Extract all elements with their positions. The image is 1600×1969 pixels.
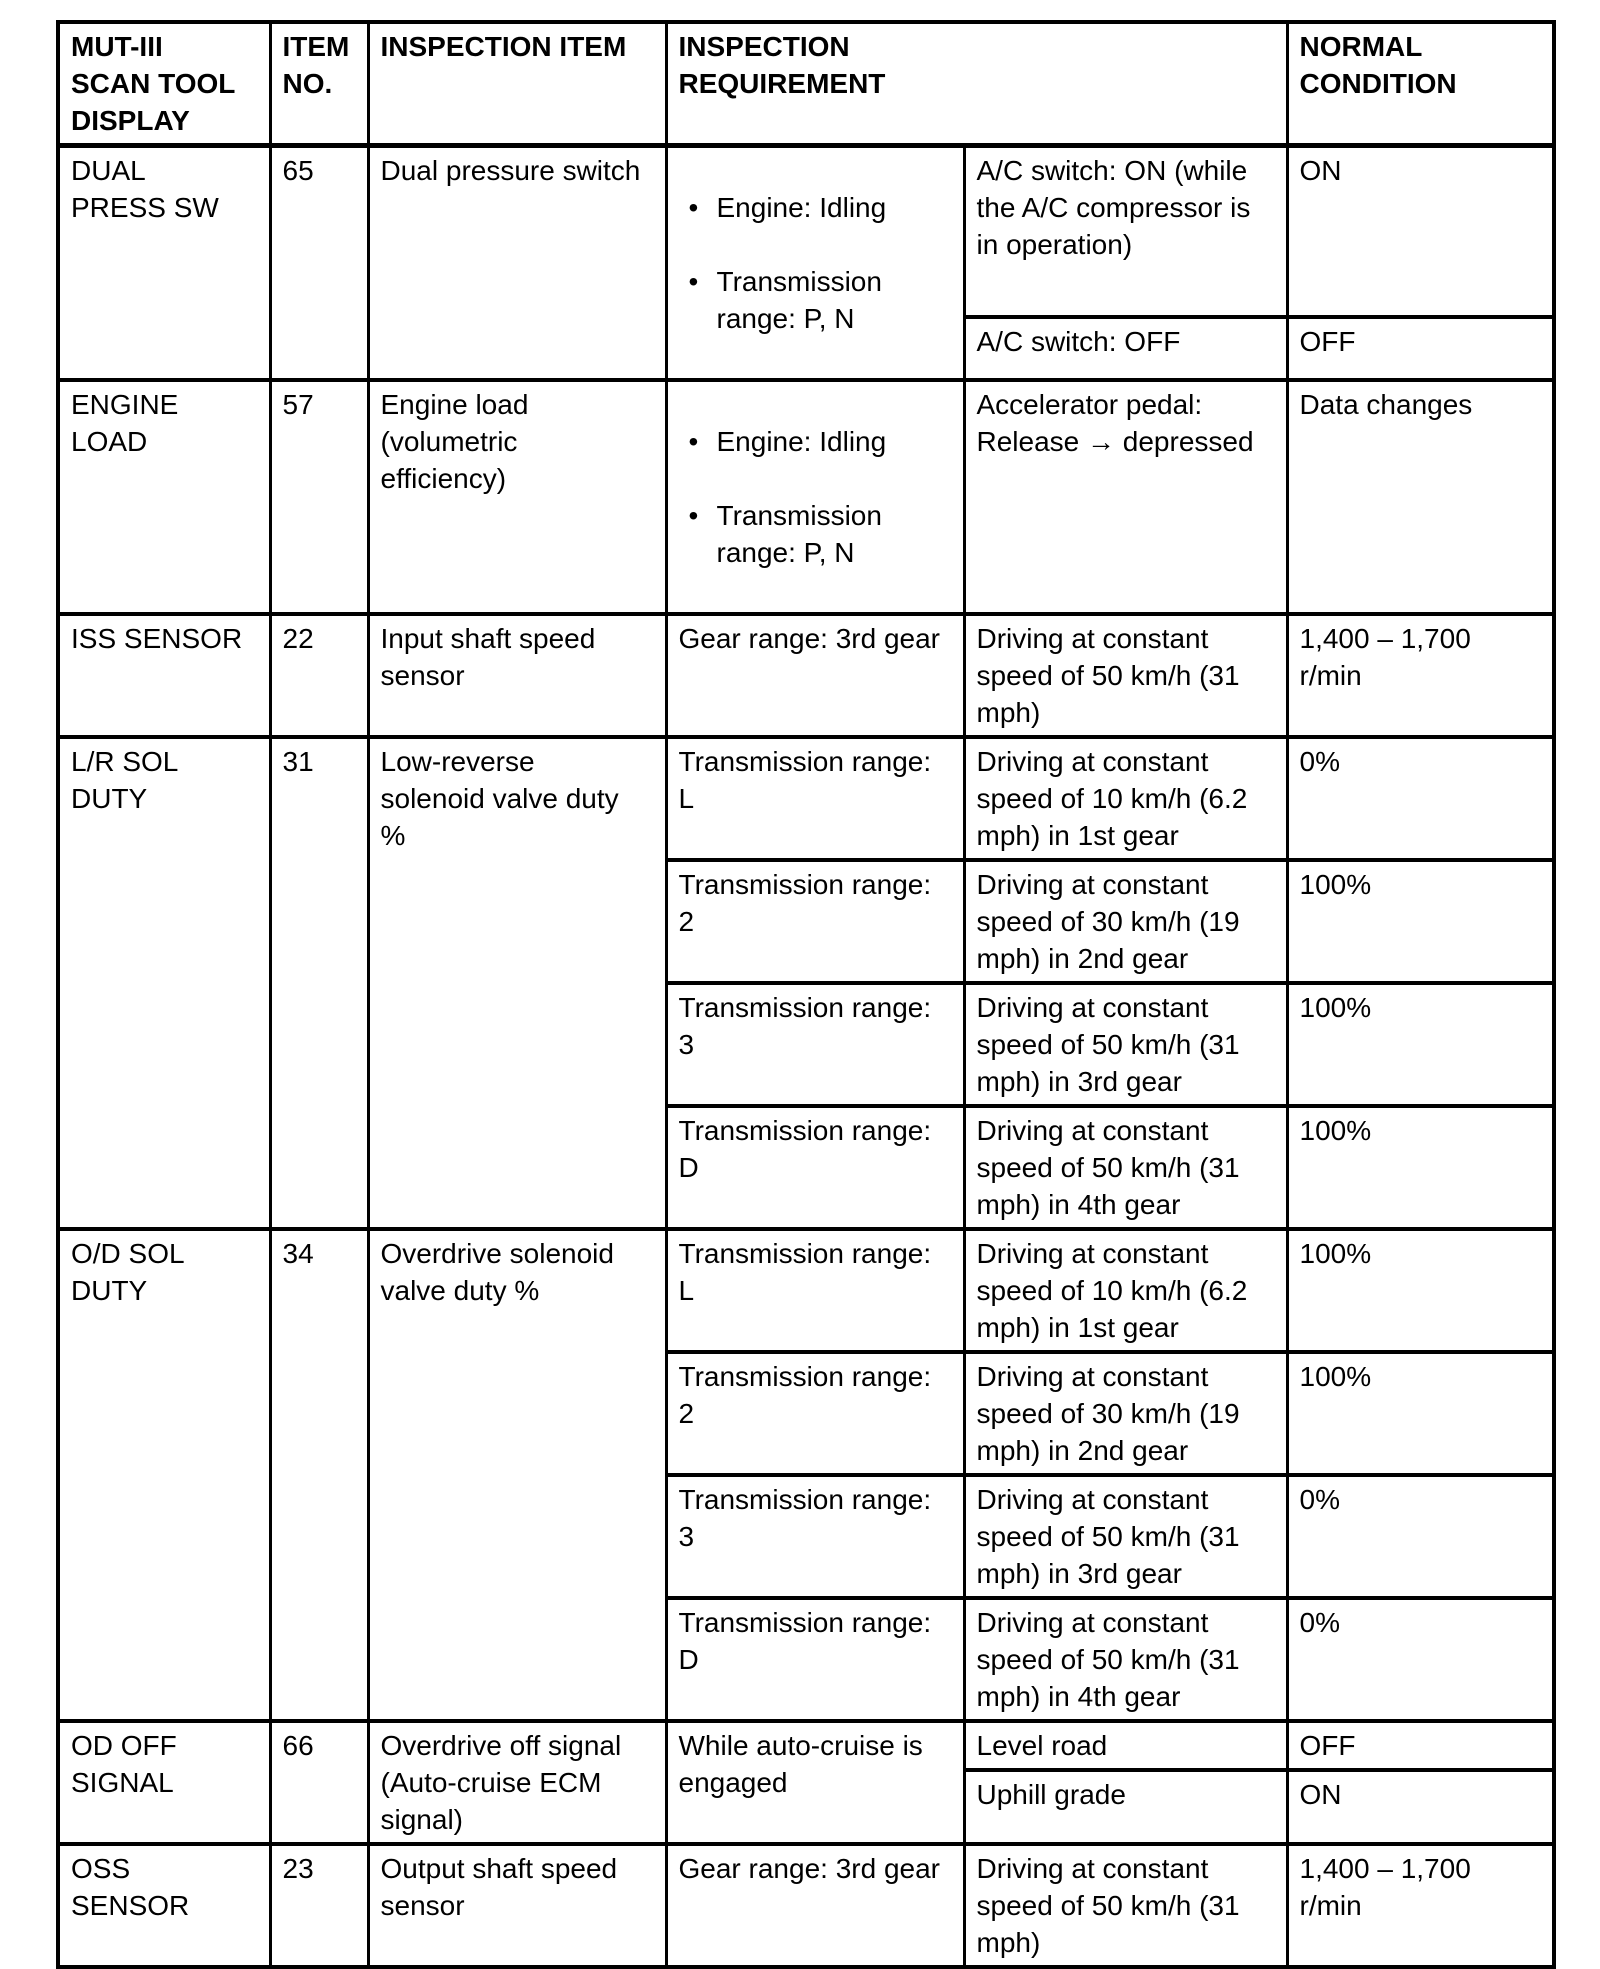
cell-transmission-range: Transmission range: L <box>664 735 966 862</box>
cell-requirement-condition: A/C switch: ON (while the A/C compressor… <box>962 143 1289 319</box>
cell-transmission-range: Transmission range: L <box>664 1227 966 1354</box>
column-header-normal-condition: NORMAL CONDITION <box>1285 20 1556 148</box>
cell-scan-tool-display: ENGINE LOAD <box>56 378 272 616</box>
table-row: OD OFF SIGNAL 66 Overdrive off signal (A… <box>56 1718 1556 1846</box>
cell-scan-tool-display: DUAL PRESS SW <box>56 143 272 382</box>
table-row: OSS SENSOR 23 Output shaft speed sensor … <box>56 1842 1556 1969</box>
cell-normal-condition: OFF <box>1285 1718 1556 1773</box>
cell-requirement-condition: Driving at constant speed of 10 km/h (6.… <box>962 1227 1289 1354</box>
bullet-item: • Transmission range: P, N <box>679 497 955 571</box>
cell-requirement-condition: Driving at constant speed of 50 km/h (31… <box>962 612 1289 739</box>
cell-item-no: 31 <box>268 735 370 1231</box>
table-header-row: MUT-III SCAN TOOL DISPLAY ITEM NO. INSPE… <box>56 20 1556 148</box>
cell-normal-condition: 100% <box>1285 1350 1556 1477</box>
table-row: ISS SENSOR 22 Input shaft speed sensor G… <box>56 612 1556 739</box>
cell-normal-condition: 0% <box>1285 1473 1556 1600</box>
cell-normal-condition: 1,400 – 1,700 r/min <box>1285 1842 1556 1969</box>
requirement-bullet-text: Transmission range: P, N <box>716 500 882 568</box>
cell-scan-tool-display: OSS SENSOR <box>56 1842 272 1969</box>
column-header-scan-tool-display: MUT-III SCAN TOOL DISPLAY <box>56 20 272 148</box>
inspection-spec-table: MUT-III SCAN TOOL DISPLAY ITEM NO. INSPE… <box>56 20 1556 1969</box>
cell-inspection-requirement: • Engine: Idling • Transmission range: P… <box>664 143 966 382</box>
table-row: Transmission range: D Driving at constan… <box>58 1596 1556 1723</box>
table-row: Transmission range: D Driving at constan… <box>58 1104 1556 1231</box>
requirement-bullet-text: Engine: Idling <box>716 192 887 223</box>
cell-normal-condition: 1,400 – 1,700 r/min <box>1285 612 1556 739</box>
cell-transmission-range: Transmission range: 3 <box>664 1473 966 1600</box>
cell-requirement-condition: Driving at constant speed of 10 km/h (6.… <box>962 735 1289 862</box>
bullet-icon: • <box>688 266 699 297</box>
table-row: A/C switch: OFF OFF <box>58 314 1556 383</box>
cell-inspection-item: Engine load (volumetric efficiency) <box>366 378 668 616</box>
cell-normal-condition: 100% <box>1285 1227 1556 1354</box>
cell-item-no: 66 <box>268 1719 370 1846</box>
cell-transmission-range: Transmission range: D <box>664 1104 966 1231</box>
cell-transmission-range: Transmission range: 2 <box>664 858 966 985</box>
cell-normal-condition: 0% <box>1285 735 1556 862</box>
cell-inspection-requirement: Gear range: 3rd gear <box>664 612 966 739</box>
bullet-item: • Engine: Idling <box>679 423 955 460</box>
cell-inspection-requirement: • Engine: Idling • Transmission range: P… <box>664 378 966 616</box>
cell-inspection-item: Low-reverse solenoid valve duty % <box>366 735 668 1231</box>
cell-item-no: 34 <box>268 1227 370 1723</box>
cell-transmission-range: Transmission range: 2 <box>664 1350 966 1477</box>
cell-normal-condition: 100% <box>1285 858 1556 985</box>
table-row: ENGINE LOAD 57 Engine load (volumetric e… <box>56 378 1556 616</box>
cell-requirement-condition: Driving at constant speed of 30 km/h (19… <box>962 858 1289 985</box>
cell-normal-condition: 0% <box>1285 1596 1556 1723</box>
cell-item-no: 22 <box>268 612 370 739</box>
cell-item-no: 23 <box>268 1842 370 1969</box>
service-manual-page: MUT-III SCAN TOOL DISPLAY ITEM NO. INSPE… <box>56 20 1556 1969</box>
cell-requirement-condition: Level road <box>962 1718 1289 1773</box>
cell-requirement-condition: Driving at constant speed of 50 km/h (31… <box>962 1596 1289 1723</box>
table-row: Transmission range: 2 Driving at constan… <box>58 1350 1556 1477</box>
cell-inspection-requirement: While auto-cruise is engaged <box>664 1719 966 1846</box>
table-row: L/R SOL DUTY 31 Low-reverse solenoid val… <box>56 735 1556 1231</box>
cell-scan-tool-display: OD OFF SIGNAL <box>56 1719 272 1846</box>
cell-requirement-condition: Accelerator pedal: Release → depressed <box>962 378 1289 616</box>
table-row: Transmission range: 3 Driving at constan… <box>58 981 1556 1108</box>
cell-normal-condition: 100% <box>1285 981 1556 1108</box>
table-row: O/D SOL DUTY 34 Overdrive solenoid valve… <box>56 1227 1556 1723</box>
cell-requirement-condition: Driving at constant speed of 50 km/h (31… <box>962 1104 1289 1231</box>
cell-scan-tool-display: L/R SOL DUTY <box>56 735 272 1231</box>
cell-scan-tool-display: ISS SENSOR <box>56 612 272 739</box>
cell-normal-condition: ON <box>1285 143 1556 319</box>
cell-requirement-condition: Uphill grade <box>962 1768 1289 1846</box>
cell-inspection-requirement: Gear range: 3rd gear <box>664 1842 966 1969</box>
column-header-inspection-requirement: INSPECTION REQUIREMENT <box>664 20 1289 148</box>
requirement-bullet-text: Transmission range: P, N <box>716 266 882 334</box>
bullet-item: • Transmission range: P, N <box>679 263 955 337</box>
bullet-item: • Engine: Idling <box>679 189 955 226</box>
cell-item-no: 65 <box>268 143 370 382</box>
cell-requirement-condition: A/C switch: OFF <box>962 314 1289 383</box>
column-header-inspection-item: INSPECTION ITEM <box>366 20 668 148</box>
cell-transmission-range: Transmission range: D <box>664 1596 966 1723</box>
table-row: Transmission range: 3 Driving at constan… <box>58 1473 1556 1600</box>
cell-normal-condition: 100% <box>1285 1104 1556 1231</box>
table-row: DUAL PRESS SW 65 Dual pressure switch • … <box>56 143 1556 382</box>
cell-item-no: 57 <box>268 378 370 616</box>
requirement-bullet-text: Engine: Idling <box>716 426 887 457</box>
cell-inspection-item: Overdrive off signal (Auto-cruise ECM si… <box>366 1719 668 1846</box>
cell-inspection-item: Output shaft speed sensor <box>366 1842 668 1969</box>
cell-scan-tool-display: O/D SOL DUTY <box>56 1227 272 1723</box>
cell-inspection-item: Input shaft speed sensor <box>366 612 668 739</box>
bullet-icon: • <box>688 500 699 531</box>
cell-inspection-item: Dual pressure switch <box>366 143 668 382</box>
cell-normal-condition: Data changes <box>1285 378 1556 616</box>
cell-requirement-condition: Driving at constant speed of 30 km/h (19… <box>962 1350 1289 1477</box>
cell-requirement-condition: Driving at constant speed of 50 km/h (31… <box>962 981 1289 1108</box>
column-header-item-no: ITEM NO. <box>268 20 370 148</box>
table-row: Transmission range: 2 Driving at constan… <box>58 858 1556 985</box>
cell-normal-condition: ON <box>1285 1768 1556 1846</box>
cell-requirement-condition: Driving at constant speed of 50 km/h (31… <box>962 1473 1289 1600</box>
cell-inspection-item: Overdrive solenoid valve duty % <box>366 1227 668 1723</box>
cell-requirement-condition: Driving at constant speed of 50 km/h (31… <box>962 1842 1289 1969</box>
bullet-icon: • <box>688 426 699 457</box>
cell-transmission-range: Transmission range: 3 <box>664 981 966 1108</box>
bullet-icon: • <box>688 192 699 223</box>
cell-normal-condition: OFF <box>1285 314 1556 383</box>
